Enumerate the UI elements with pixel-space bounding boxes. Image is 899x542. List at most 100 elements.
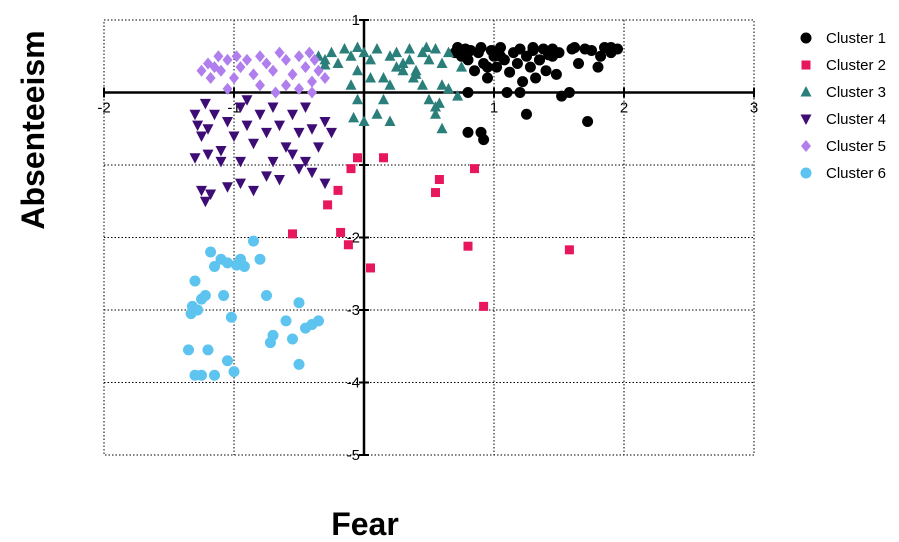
data-point [378,93,389,105]
data-point [294,50,304,63]
data-point [218,290,230,301]
data-point [309,53,320,66]
data-point [469,65,480,77]
data-point [248,235,259,247]
data-point [215,156,227,168]
legend-label: Cluster 5 [826,138,886,155]
data-point [379,153,388,163]
data-point [313,315,324,327]
data-point [293,297,305,309]
data-point [205,246,217,258]
legend: Cluster 1 Cluster 2 Cluster 3 Cluster 4 Clus… [800,30,886,182]
data-points [183,41,623,381]
data-point [384,79,396,90]
data-point [556,90,568,102]
series-cluster-5 [196,46,330,99]
data-point [530,72,542,84]
data-point [288,229,297,239]
data-point [352,64,363,76]
data-point [417,79,428,90]
data-point [352,41,363,53]
data-point [378,72,389,83]
y-tick-label: -4 [347,375,360,392]
data-point [222,117,233,128]
data-point [264,337,276,349]
data-point [205,72,216,84]
data-point [479,301,489,311]
series-cluster-2 [288,153,574,311]
data-point [209,369,220,381]
data-point [391,61,402,72]
data-point [534,54,545,66]
data-point [293,358,305,370]
data-point [268,64,278,77]
data-point [241,95,253,106]
data-point [242,53,252,66]
data-point [410,68,422,79]
data-point [358,46,370,58]
y-axis-title: Absenteeism [15,30,51,229]
data-point [261,290,272,301]
legend-marker [801,60,811,70]
data-point [482,61,493,73]
data-point [248,185,259,197]
data-point [436,122,448,134]
legend-item: Cluster 1 [800,30,886,47]
data-point [423,93,435,105]
data-point [333,185,343,195]
data-point [287,149,298,161]
series-cluster-1 [449,42,623,146]
data-point [228,366,240,378]
data-point [501,87,513,98]
data-point [280,315,292,327]
data-point [436,79,448,90]
data-point [517,76,529,88]
data-point [478,134,490,146]
grid-frame [103,19,755,456]
data-point [199,196,211,208]
data-point [307,86,317,99]
legend-marker [800,114,812,125]
data-point [261,57,272,70]
data-point [209,261,220,272]
data-point [222,182,233,193]
data-point [199,98,211,110]
data-point [550,68,562,80]
data-point [255,50,265,63]
data-point [443,82,454,94]
data-point [189,153,201,164]
data-point [313,142,324,153]
data-point [339,43,350,54]
data-point [261,127,272,139]
data-point [192,120,204,132]
legend-label: Cluster 6 [826,165,886,182]
data-point [300,102,311,113]
data-point [397,64,409,76]
data-point [343,240,353,250]
data-point [216,64,226,77]
data-point [352,93,363,105]
data-point [231,50,242,63]
data-point [235,102,246,113]
x-tick-label: 3 [750,100,758,117]
data-point [267,102,279,113]
data-point [293,127,305,139]
data-point [430,108,441,119]
data-point [213,50,224,63]
data-point [306,167,318,179]
data-point [255,79,265,92]
data-point [202,344,214,356]
data-point [514,87,526,98]
data-point [248,138,259,150]
data-point [521,108,532,120]
axes [103,19,755,456]
data-point [384,115,396,126]
data-point [228,131,240,142]
data-point [320,72,330,84]
series-cluster-4 [189,95,337,208]
data-point [547,50,558,62]
data-point [293,164,305,175]
data-point [491,61,503,73]
data-point [307,75,317,88]
